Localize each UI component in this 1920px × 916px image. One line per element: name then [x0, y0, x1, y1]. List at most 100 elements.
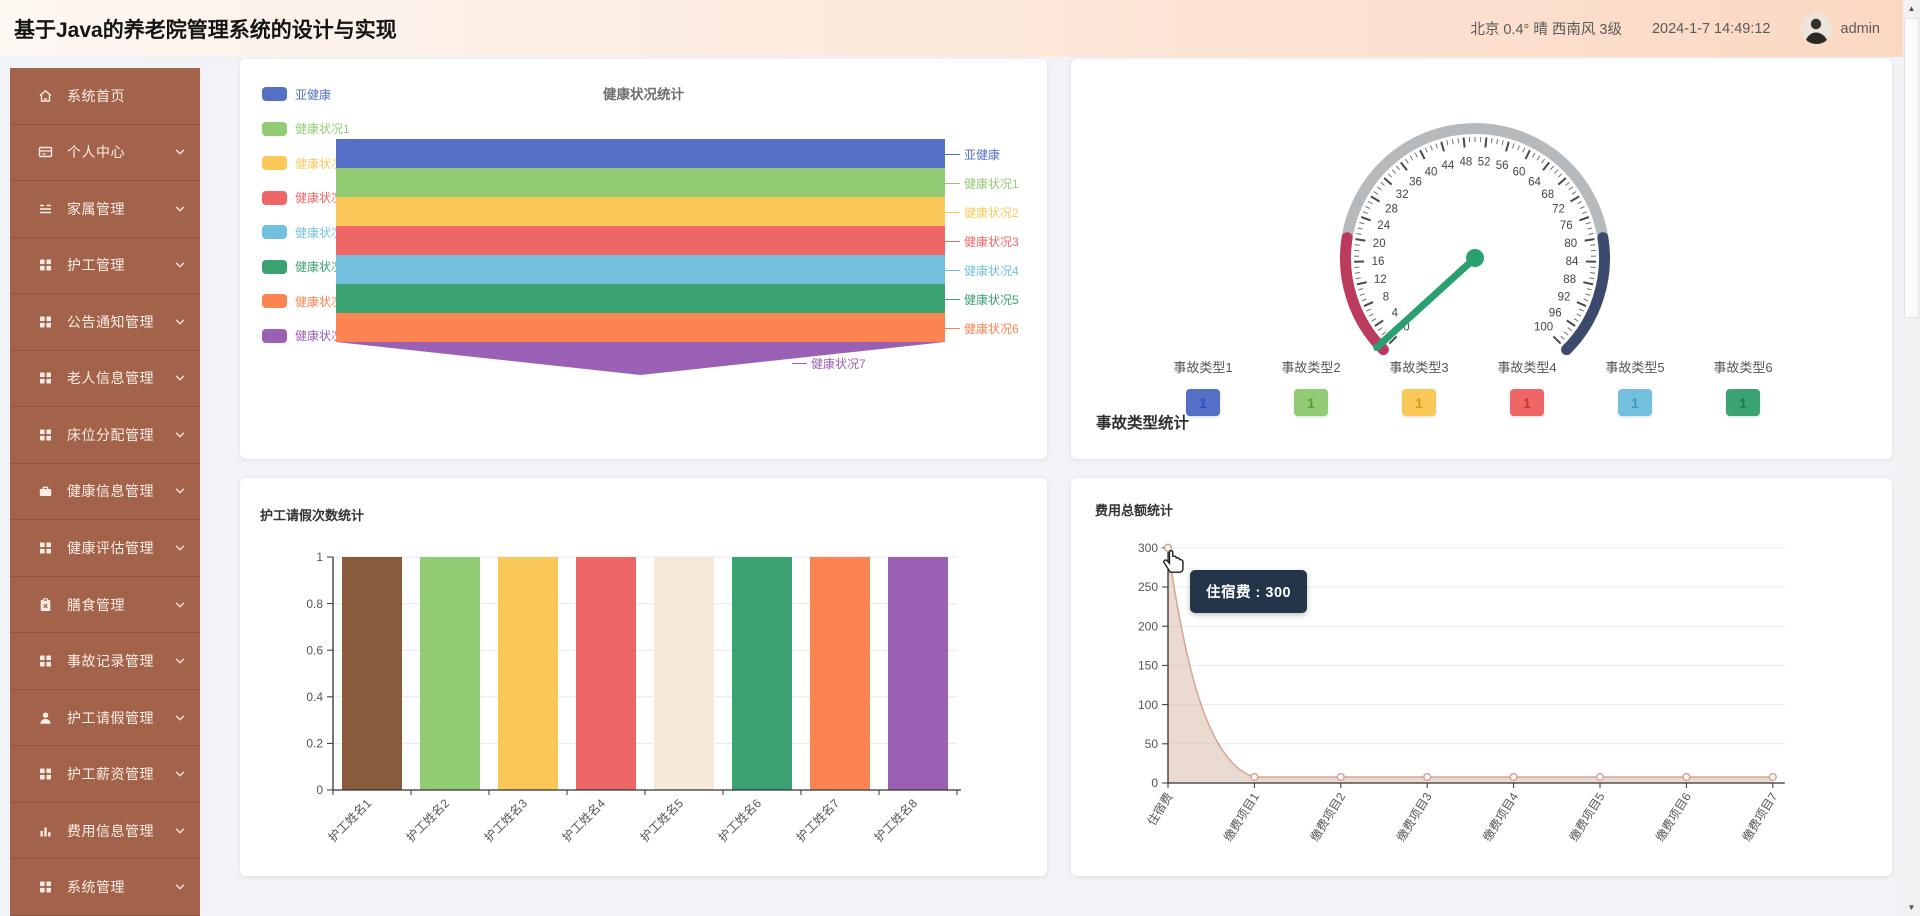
sidebar-item-2[interactable]: 个人中心 [10, 125, 200, 182]
bar[interactable] [810, 557, 870, 790]
svg-text:200: 200 [1138, 619, 1158, 633]
sidebar-item-5[interactable]: 公告通知管理 [10, 294, 200, 351]
funnel-segment[interactable] [336, 284, 945, 313]
sidebar-item-12[interactable]: 护工请假管理 [10, 690, 200, 747]
svg-text:0.4: 0.4 [306, 690, 323, 704]
grid-icon [37, 540, 55, 556]
accident-type-value-badge[interactable]: 1 [1618, 389, 1652, 416]
x-axis-label: 护工姓名8 [871, 795, 920, 844]
svg-text:64: 64 [1528, 176, 1541, 188]
data-point[interactable] [1336, 772, 1345, 782]
bar[interactable] [732, 557, 792, 790]
bar[interactable] [498, 557, 558, 790]
funnel-segment[interactable] [336, 197, 945, 226]
sidebar-item-8[interactable]: 健康信息管理 [10, 464, 200, 521]
funnel-segment[interactable] [336, 139, 945, 168]
avatar[interactable] [1800, 13, 1832, 44]
funnel-segment[interactable] [336, 226, 945, 255]
sidebar-item-4[interactable]: 护工管理 [10, 238, 200, 295]
gauge-needle[interactable] [1373, 254, 1479, 351]
legend-swatch [262, 294, 287, 308]
svg-text:88: 88 [1563, 274, 1576, 286]
sidebar-item-14[interactable]: 费用信息管理 [10, 803, 200, 860]
scrollbar-up-arrow-icon[interactable]: ▲ [1907, 4, 1916, 13]
menu-list-icon [37, 201, 55, 217]
bar[interactable] [342, 557, 402, 790]
sidebar-item-13[interactable]: 护工薪资管理 [10, 746, 200, 803]
chevron-down-icon [174, 429, 186, 441]
sidebar-item-label: 护工请假管理 [67, 709, 154, 726]
svg-text:96: 96 [1549, 308, 1562, 320]
x-axis-label: 缴费项目6 [1652, 789, 1694, 844]
x-axis-label: 护工姓名3 [481, 795, 530, 844]
user-menu[interactable]: admin [1800, 13, 1881, 44]
data-point[interactable] [1768, 772, 1777, 782]
sidebar-item-1[interactable]: 系统首页 [10, 68, 200, 125]
x-axis-label: 缴费项目1 [1220, 789, 1262, 844]
svg-text:72: 72 [1552, 204, 1565, 216]
legend-item[interactable]: 健康状况1 [262, 121, 350, 136]
sidebar-item-11[interactable]: 事故记录管理 [10, 633, 200, 690]
sidebar-item-7[interactable]: 床位分配管理 [10, 407, 200, 464]
data-point[interactable] [1595, 772, 1605, 782]
home-icon [37, 88, 55, 104]
data-point[interactable] [1163, 543, 1173, 552]
chevron-down-icon [174, 259, 186, 271]
x-axis-label: 护工姓名2 [403, 795, 452, 844]
svg-text:68: 68 [1541, 189, 1554, 201]
sidebar-item-15[interactable]: 系统管理 [10, 859, 200, 916]
svg-text:48: 48 [1460, 156, 1473, 168]
sidebar-item-3[interactable]: 家属管理 [10, 181, 200, 238]
accident-type-value-badge[interactable]: 1 [1294, 389, 1328, 416]
sidebar-item-label: 家属管理 [67, 200, 125, 217]
x-axis-label: 住宿费 [1144, 790, 1176, 828]
username[interactable]: admin [1840, 20, 1881, 37]
legend-item[interactable]: 亚健康 [262, 87, 350, 102]
svg-text:12: 12 [1374, 274, 1387, 286]
funnel-segment[interactable] [336, 313, 945, 342]
accident-type-value-badge[interactable]: 1 [1186, 389, 1220, 416]
page-scrollbar[interactable]: ▲ ▼ [1903, 0, 1920, 916]
bar-chart: 0 0.2 0.4 0.6 0.8 1 护工姓名1 护工姓名2 护工姓名3 护工姓名4 护工姓名5 护… [240, 478, 1047, 876]
accident-type-value-badge[interactable]: 1 [1510, 389, 1544, 416]
funnel-segment[interactable] [336, 168, 945, 197]
bar[interactable] [576, 557, 636, 790]
scrollbar-down-arrow-icon[interactable]: ▼ [1907, 903, 1916, 912]
sidebar-item-label: 护工薪资管理 [67, 766, 154, 783]
x-axis-label: 护工姓名6 [715, 795, 764, 844]
bar[interactable] [420, 557, 480, 790]
scrollbar-thumb[interactable] [1904, 18, 1919, 318]
fee-total-chart-card: 费用总额统计 0 50 100 150 200 250 300 住宿费 缴费项目1 缴费项目2 缴费… [1071, 478, 1892, 876]
data-point[interactable] [1509, 772, 1518, 782]
svg-text:0: 0 [316, 783, 323, 797]
grid-icon [37, 879, 55, 895]
sidebar-item-label: 护工管理 [67, 257, 125, 274]
sidebar-item-10[interactable]: 膳食管理 [10, 577, 200, 634]
sidebar-item-label: 老人信息管理 [67, 370, 154, 387]
accident-type-label: 事故类型4 [1497, 360, 1557, 375]
data-point[interactable] [1423, 772, 1432, 782]
data-point[interactable] [1250, 772, 1259, 782]
grid-icon [37, 370, 55, 386]
svg-text:8: 8 [1383, 292, 1389, 304]
funnel-segment[interactable] [336, 255, 945, 284]
bar[interactable] [654, 557, 714, 790]
funnel-segment-label: 健康状况6 [945, 320, 1019, 337]
sidebar-item-6[interactable]: 老人信息管理 [10, 351, 200, 408]
svg-text:52: 52 [1478, 156, 1491, 168]
svg-text:100: 100 [1138, 698, 1158, 712]
data-point[interactable] [1682, 772, 1691, 782]
gauge-chart-title: 事故类型统计 [1096, 415, 1190, 432]
funnel-chart-title: 健康状况统计 [603, 87, 684, 102]
accident-type-value-badge[interactable]: 1 [1402, 389, 1436, 416]
sidebar-item-9[interactable]: 健康评估管理 [10, 520, 200, 577]
legend-label: 亚健康 [295, 87, 332, 102]
accident-type-value-badge[interactable]: 1 [1726, 389, 1760, 416]
funnel-segment-label: 亚健康 [945, 146, 1000, 163]
bar[interactable] [888, 557, 948, 790]
funnel-segment-label: 健康状况1 [945, 175, 1019, 192]
svg-text:0: 0 [1403, 322, 1409, 334]
svg-text:1: 1 [316, 550, 323, 564]
sidebar-item-label: 事故记录管理 [67, 653, 154, 670]
x-axis-label: 缴费项目2 [1307, 789, 1349, 844]
